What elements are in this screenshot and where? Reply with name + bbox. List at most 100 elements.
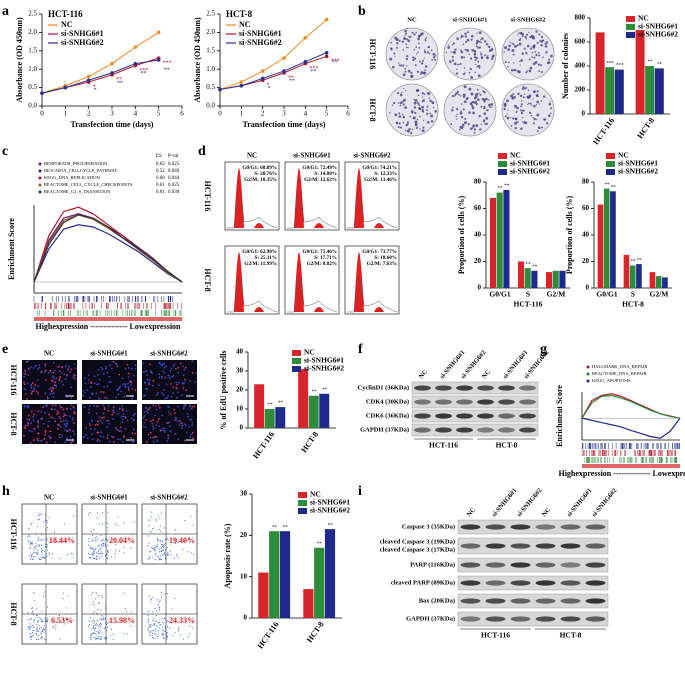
event bbox=[163, 630, 165, 632]
colony bbox=[512, 93, 515, 96]
lane-label: NC bbox=[418, 368, 430, 380]
legend-swatch bbox=[292, 350, 301, 356]
nucleus bbox=[156, 391, 159, 394]
event bbox=[107, 530, 109, 532]
colony bbox=[414, 64, 417, 67]
nucleus bbox=[73, 363, 76, 366]
colony bbox=[473, 128, 477, 131]
event bbox=[154, 633, 156, 635]
histogram-frame bbox=[224, 161, 280, 231]
edu-nucleus bbox=[49, 430, 52, 433]
event bbox=[92, 555, 94, 557]
nucleus bbox=[151, 384, 154, 387]
event bbox=[47, 606, 49, 608]
nucleus bbox=[122, 415, 125, 418]
event bbox=[158, 627, 160, 629]
colony bbox=[405, 46, 408, 49]
edu-nucleus bbox=[69, 370, 71, 373]
edu-nucleus bbox=[152, 419, 154, 421]
edu-nucleus bbox=[184, 366, 187, 369]
event bbox=[148, 525, 150, 527]
edu-nucleus bbox=[164, 376, 167, 379]
colony bbox=[421, 59, 424, 62]
event bbox=[35, 551, 37, 553]
nucleus bbox=[190, 418, 193, 421]
legend-label: BENFORATH_PROLIFERATION bbox=[44, 161, 108, 166]
nucleus bbox=[53, 392, 56, 395]
point bbox=[110, 71, 114, 75]
nucleus bbox=[27, 405, 30, 408]
colony bbox=[458, 93, 460, 96]
nucleus bbox=[163, 389, 166, 391]
histogram-frame bbox=[284, 161, 340, 231]
phase-percent: G2/M: 10.35% bbox=[244, 177, 277, 183]
histogram-frame bbox=[344, 245, 400, 315]
legend-swatch bbox=[498, 169, 507, 175]
band bbox=[510, 598, 531, 604]
bar bbox=[275, 407, 286, 428]
event bbox=[107, 527, 109, 529]
event bbox=[106, 557, 108, 559]
nucleus bbox=[98, 378, 101, 381]
event bbox=[41, 552, 43, 554]
y-tick-label: 0 bbox=[478, 284, 482, 292]
event bbox=[106, 623, 108, 625]
event bbox=[171, 608, 173, 610]
event bbox=[97, 512, 99, 514]
event bbox=[100, 618, 102, 620]
edu-nucleus bbox=[152, 404, 155, 407]
colony bbox=[432, 55, 436, 59]
event bbox=[90, 633, 92, 636]
band-label: PARP (116KDa) bbox=[410, 561, 455, 568]
band bbox=[456, 385, 473, 391]
colony bbox=[410, 75, 413, 78]
x-tick-label: 3 bbox=[282, 110, 286, 118]
event bbox=[104, 545, 106, 547]
nucleus bbox=[102, 404, 105, 407]
event bbox=[155, 518, 157, 520]
nucleus bbox=[177, 371, 180, 374]
colony bbox=[458, 128, 461, 131]
significance: ** bbox=[648, 60, 654, 65]
nucleus bbox=[176, 405, 179, 408]
nucleus bbox=[124, 383, 127, 386]
group-label: HCT-116 bbox=[429, 441, 458, 450]
panel-label: b bbox=[358, 4, 366, 19]
nucleus bbox=[70, 404, 73, 406]
event bbox=[104, 543, 106, 545]
significance: ** bbox=[317, 542, 323, 547]
event bbox=[89, 547, 91, 549]
colony bbox=[426, 120, 430, 124]
colony bbox=[547, 114, 551, 117]
event bbox=[160, 547, 162, 549]
event bbox=[95, 638, 97, 640]
colony bbox=[417, 37, 420, 41]
colony bbox=[491, 106, 493, 108]
nucleus bbox=[58, 404, 61, 407]
colony bbox=[402, 64, 405, 66]
es: 0.68 bbox=[156, 176, 165, 181]
nucleus bbox=[189, 436, 192, 439]
event bbox=[37, 515, 39, 517]
event bbox=[162, 543, 164, 546]
y-tick-label: 80 bbox=[582, 178, 590, 186]
colony bbox=[519, 109, 523, 112]
edu-nucleus bbox=[179, 362, 182, 365]
colony bbox=[468, 111, 471, 114]
nucleus bbox=[62, 419, 65, 422]
event bbox=[41, 635, 43, 638]
colony bbox=[536, 130, 539, 133]
event bbox=[174, 631, 176, 633]
group-label: HCT-8 bbox=[560, 631, 582, 640]
edu-nucleus bbox=[175, 386, 178, 389]
event bbox=[91, 548, 94, 550]
colony bbox=[417, 89, 419, 91]
event bbox=[184, 519, 186, 521]
y-tick-label: 1.5 bbox=[28, 46, 37, 54]
nucleus bbox=[64, 378, 67, 380]
nucleus bbox=[68, 365, 70, 368]
panel-label: d bbox=[198, 144, 206, 159]
edu-nucleus bbox=[157, 404, 160, 406]
colony bbox=[478, 114, 481, 118]
